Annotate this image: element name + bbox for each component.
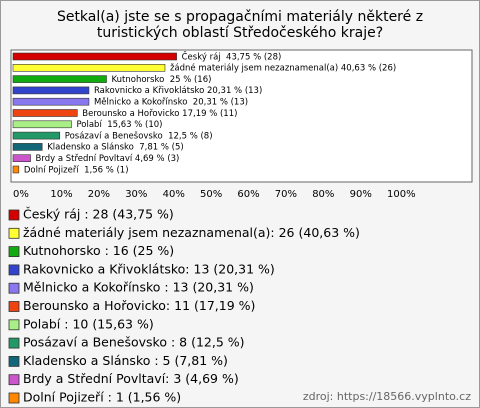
x-tick-label: 80%	[312, 189, 334, 200]
bar	[12, 75, 107, 83]
legend-label: Rakovnicko a Křivoklátsko: 13 (20,31 %)	[23, 261, 275, 276]
bar	[12, 63, 166, 72]
x-tick-label: 70%	[275, 189, 297, 200]
legend-swatch	[8, 301, 20, 312]
plot-box	[10, 49, 473, 183]
x-tick-label: 50%	[200, 189, 222, 200]
x-tick-label: 10%	[50, 189, 72, 200]
legend-swatch	[8, 392, 20, 404]
data-label: Rakovnicko a Křivoklátsko 20,31 % (13)	[94, 86, 262, 96]
data-label: Český ráj 43,75 % (28)	[182, 50, 282, 62]
legend-label: Kutnohorsko : 16 (25 %)	[23, 243, 174, 258]
source: zdroj: https://18566.vyplnto.cz	[303, 390, 471, 403]
bar	[12, 143, 43, 151]
legend-label: Brdy a Střední Povltaví: 3 (4,69 %)	[23, 371, 239, 386]
data-label: Brdy a Střední Povltaví 4,69 % (3)	[36, 154, 180, 164]
legend-label: Kladensko a Slánsko : 5 (7,81 %)	[23, 353, 228, 368]
data-label: Dolní Pojizeří 1,56 % (1)	[24, 165, 129, 175]
data-label: Mělnicko a Kokořínsko 20,31 % (13)	[94, 98, 248, 108]
data-label: žádné materiály jsem nezaznamenal(a) 40,…	[170, 63, 396, 74]
data-label: Berounsko a Hořovicko 17,19 % (11)	[82, 109, 237, 119]
x-tick-label: 60%	[237, 189, 259, 200]
legend-swatch	[8, 246, 20, 258]
bar	[12, 120, 72, 129]
legend-label: Posázaví a Benešovsko : 8 (12,5 %)	[23, 335, 245, 350]
x-tick-label: 100%	[387, 189, 416, 200]
legend-label: Dolní Pojizeří : 1 (1,56 %)	[23, 390, 181, 405]
legend-swatch	[8, 319, 20, 331]
legend-swatch	[8, 227, 20, 239]
chart-title: Setkal(a) jste se s propagačními materiá…	[56, 9, 424, 41]
legend-swatch	[8, 374, 20, 386]
bar	[12, 86, 90, 95]
data-label: Kutnohorsko 25 % (16)	[112, 75, 212, 85]
bar	[12, 97, 90, 106]
data-label: Posázaví a Benešovsko 12,5 % (8)	[65, 130, 213, 141]
bar	[12, 109, 78, 117]
legend-label: Mělnicko a Kokořínsko : 13 (20,31 %)	[23, 280, 254, 295]
legend-swatch	[8, 355, 20, 367]
x-tick-label: 20%	[88, 189, 110, 200]
x-tick-label: 90%	[350, 189, 372, 200]
data-label: Polabí 15,63 % (10)	[76, 120, 162, 130]
legend-swatch	[8, 282, 20, 294]
legend-label: Polabí : 10 (15,63 %)	[23, 316, 154, 331]
bar	[12, 131, 61, 140]
bar	[12, 165, 20, 174]
x-tick-label: 40%	[163, 189, 185, 200]
x-tick-label: 30%	[125, 189, 147, 200]
bar	[12, 154, 31, 162]
bar	[12, 52, 177, 61]
data-label: Kladensko a Slánsko 7,81 % (5)	[47, 143, 183, 153]
x-tick-label: 0%	[13, 189, 29, 200]
legend-label: žádné materiály jsem nezaznamenal(a): 26…	[23, 225, 360, 240]
legend-swatch	[8, 337, 20, 349]
legend-swatch	[8, 264, 20, 276]
legend-label: Český ráj : 28 (43,75 %)	[23, 207, 174, 222]
legend-label: Berounsko a Hořovicko: 11 (17,19 %)	[23, 298, 255, 313]
legend-swatch	[8, 209, 20, 221]
